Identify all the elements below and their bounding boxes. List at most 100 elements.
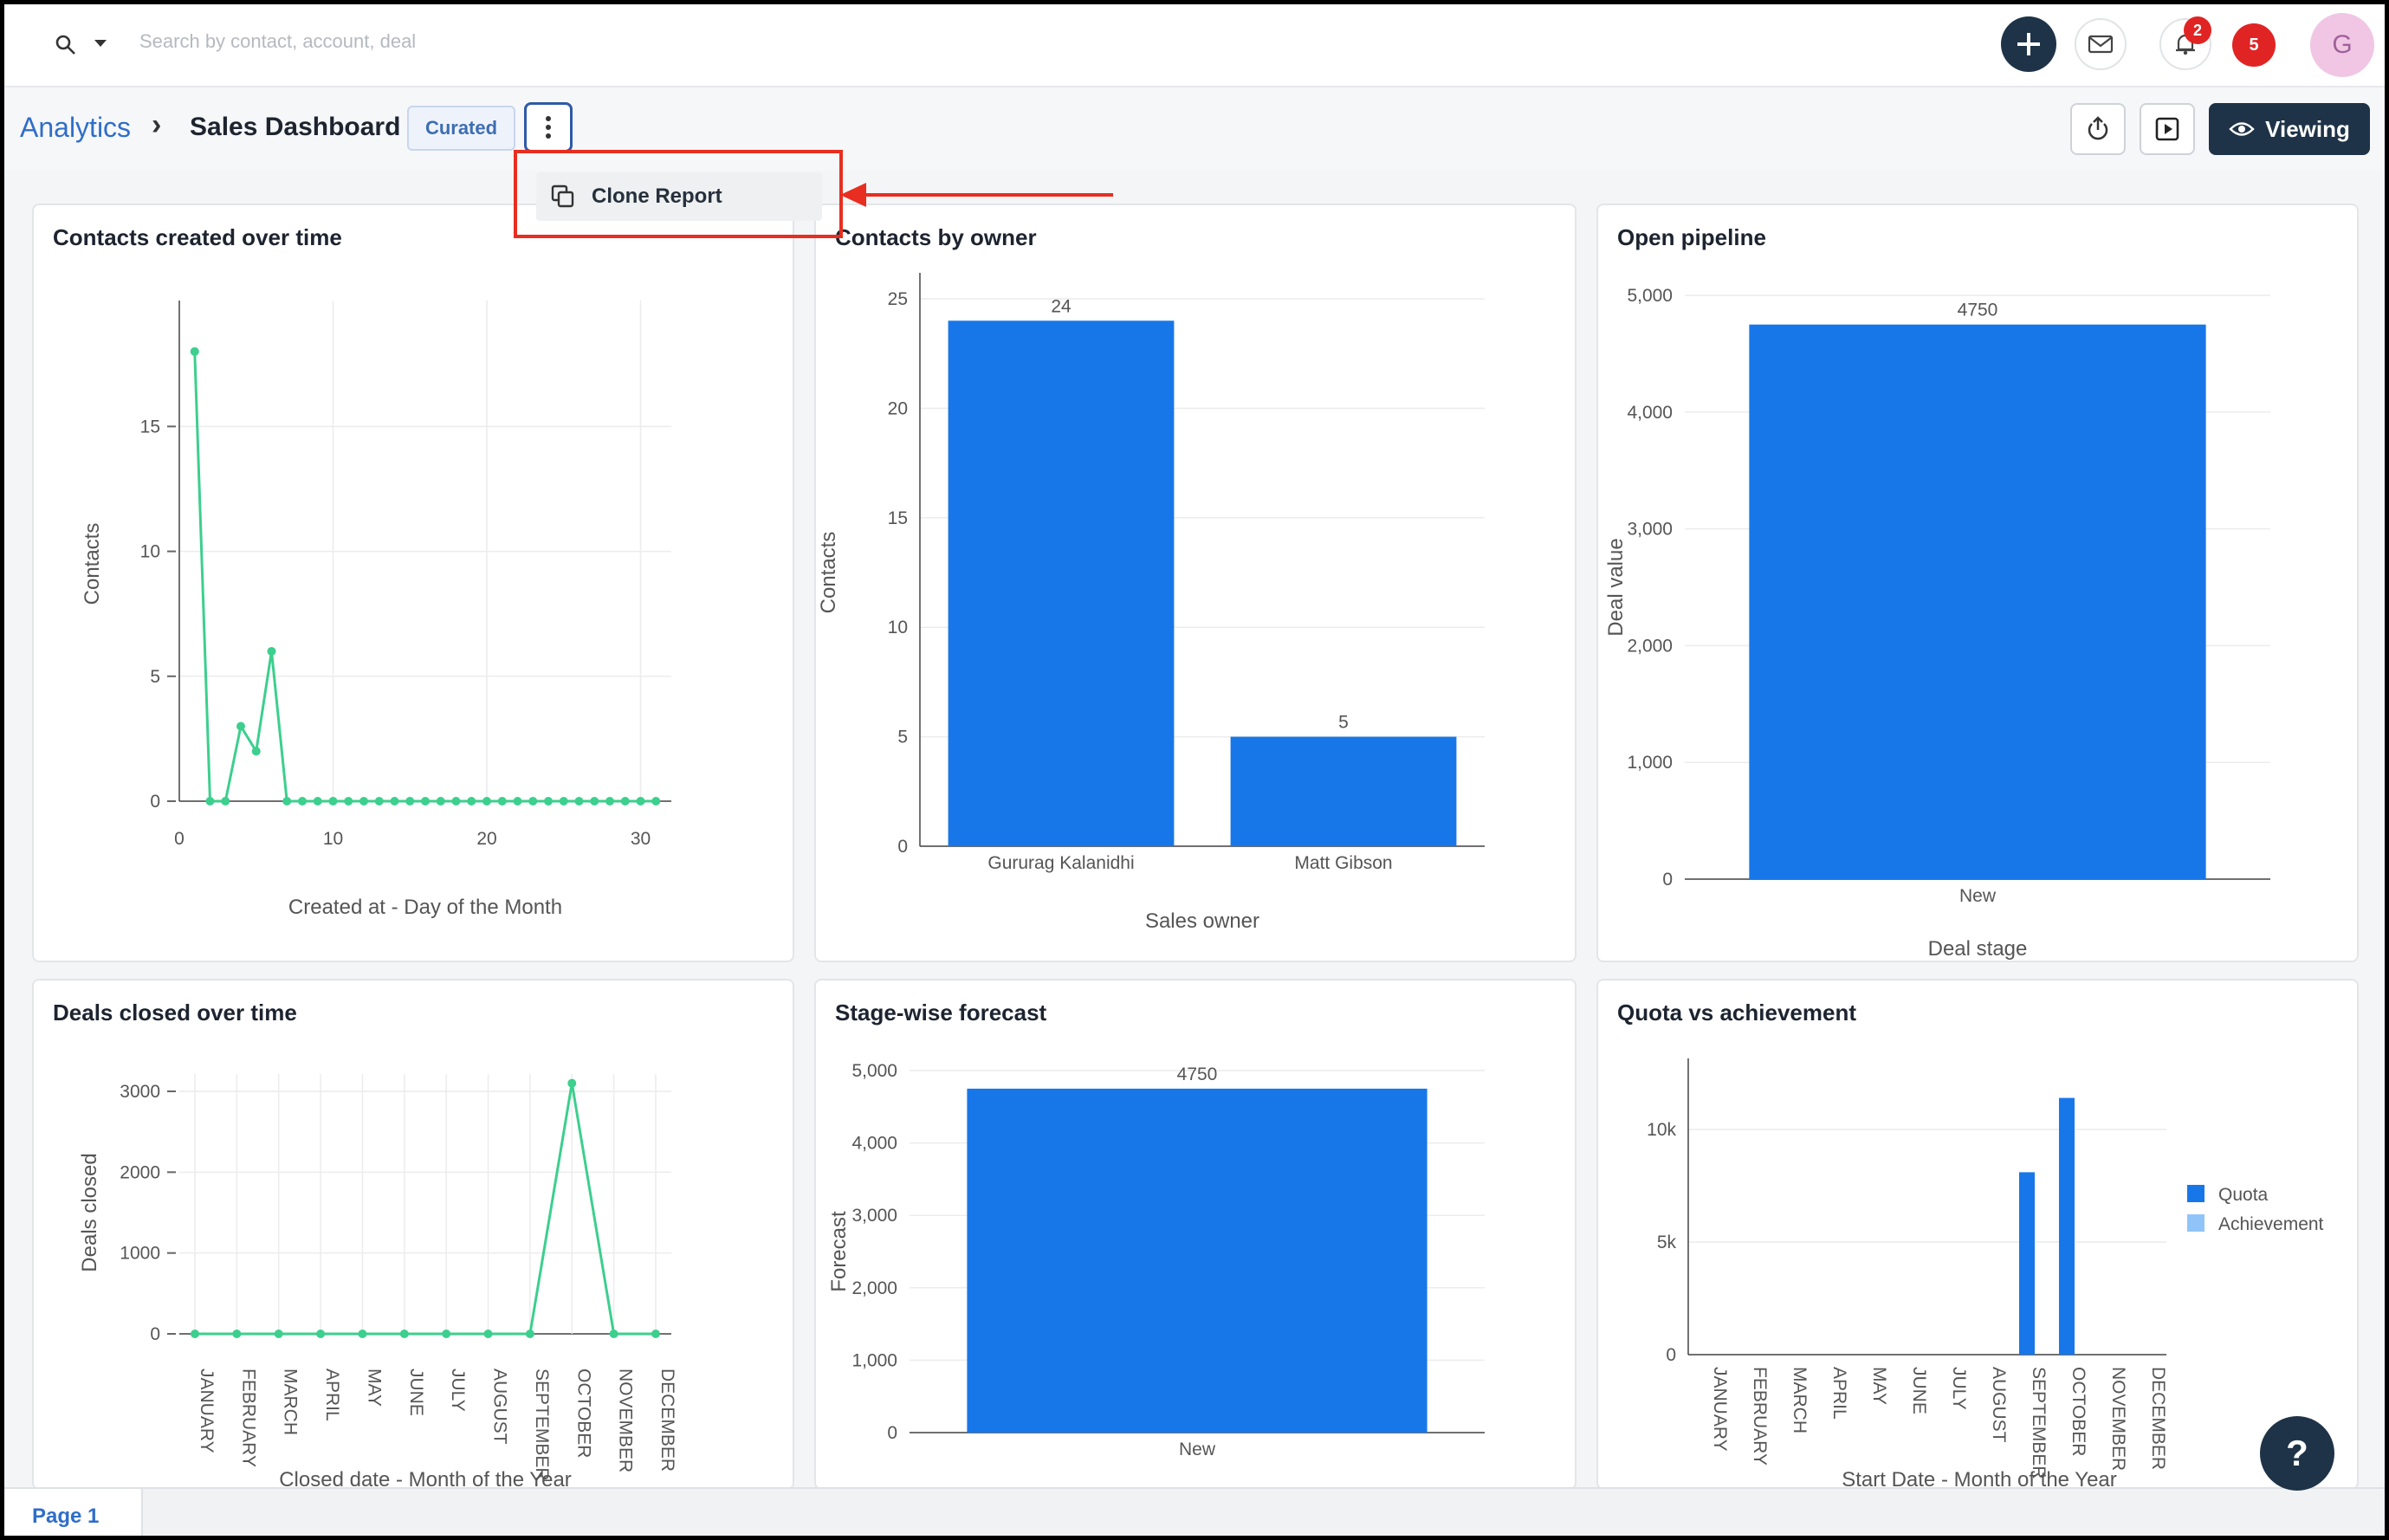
present-button[interactable] — [2140, 103, 2195, 155]
chevron-down-icon — [94, 40, 107, 47]
search-scope-dropdown[interactable] — [89, 32, 112, 55]
x-tick-label: JUNE — [1909, 1367, 1929, 1414]
y-axis-title: Deals closed — [78, 1153, 101, 1271]
x-tick-label: JANUARY — [1710, 1367, 1730, 1452]
y-axis-title: Contacts — [817, 532, 840, 614]
x-tick-label: OCTOBER — [2069, 1367, 2088, 1456]
y-tick-label: 4,000 — [1627, 403, 1673, 423]
data-point — [358, 1330, 367, 1338]
help-button[interactable]: ? — [2260, 1416, 2334, 1491]
data-point — [559, 797, 568, 806]
clone-report-label: Clone Report — [592, 184, 722, 208]
y-tick-label: 0 — [887, 1423, 897, 1443]
x-tick-label: 10 — [323, 829, 343, 849]
data-point — [442, 1330, 451, 1338]
copy-icon — [551, 184, 574, 208]
notifications-badge: 2 — [2184, 16, 2211, 44]
data-point — [251, 747, 261, 756]
y-tick-label: 0 — [897, 837, 908, 857]
chart-quota-vs-achievement: 0 5k 10k Quota Achievement JANUARY FEBRUARY MAR… — [1647, 1058, 2324, 1488]
y-tick-label: 2,000 — [851, 1278, 897, 1298]
data-point — [221, 797, 230, 806]
panel-open-pipeline: Open pipeline 0 1,000 2,000 3,000 4,000 5,000… — [1596, 204, 2359, 962]
y-tick-label: 5 — [150, 667, 160, 687]
clone-report-menu-item[interactable]: Clone Report — [536, 172, 822, 221]
x-tick-label: Matt Gibson — [1294, 853, 1392, 873]
y-tick-label: 1,000 — [1627, 753, 1673, 773]
legend-label: Achievement — [2218, 1214, 2324, 1234]
chart-contacts-by-owner: 0 5 10 15 20 25 Contacts Sales owner 24 Gururag K… — [817, 273, 1485, 933]
data-point — [298, 797, 307, 806]
y-tick-label: 15 — [888, 508, 908, 528]
x-axis-title: Sales owner — [1145, 909, 1259, 933]
viewing-label: Viewing — [2265, 115, 2350, 142]
data-point — [620, 797, 630, 806]
y-tick-label: 0 — [1662, 870, 1673, 890]
panel-title: Open pipeline — [1617, 224, 1766, 250]
more-options-button[interactable] — [524, 102, 573, 152]
viewing-mode-button[interactable]: Viewing — [2209, 103, 2370, 155]
data-point — [636, 797, 645, 806]
add-button[interactable] — [2001, 16, 2056, 72]
page-title: Sales Dashboard — [190, 113, 401, 141]
data-label: 4750 — [1177, 1064, 1218, 1084]
notifications-button[interactable]: 2 — [2159, 16, 2211, 70]
x-tick-label: MARCH — [1790, 1367, 1810, 1433]
data-point — [525, 1330, 534, 1338]
mail-button[interactable] — [2075, 18, 2127, 70]
x-tick-label: NOVEMBER — [2108, 1367, 2128, 1471]
chart-open-pipeline: 0 1,000 2,000 3,000 4,000 5,000 Deal value Deal… — [1604, 286, 2270, 961]
panel-title: Contacts by owner — [835, 224, 1037, 250]
x-tick-label: SEPTEMBER — [532, 1369, 552, 1481]
series-line — [193, 351, 657, 803]
tab-page-1[interactable]: Page 1 — [4, 1489, 143, 1536]
data-point — [236, 721, 245, 731]
data-label: 4750 — [1958, 301, 1998, 320]
data-point — [316, 1330, 326, 1338]
alerts-badge[interactable]: 5 — [2232, 23, 2276, 67]
data-point — [191, 1330, 199, 1338]
data-label: 5 — [1338, 713, 1349, 733]
data-point — [590, 797, 599, 806]
x-tick-label: FEBRUARY — [1750, 1367, 1770, 1466]
breadcrumb-analytics-link[interactable]: Analytics — [20, 112, 132, 143]
data-point — [190, 346, 199, 356]
x-tick-label: DECEMBER — [657, 1369, 677, 1472]
x-tick-label: New — [1179, 1440, 1216, 1459]
curated-badge: Curated — [407, 106, 515, 151]
eye-icon — [2229, 122, 2255, 136]
panel-title: Contacts created over time — [53, 224, 342, 250]
data-point — [436, 797, 445, 806]
panel-title: Deals closed over time — [53, 1000, 297, 1026]
breadcrumb-separator: › — [152, 108, 162, 141]
legend-swatch — [2187, 1185, 2204, 1202]
search-icon[interactable] — [51, 30, 81, 60]
y-tick-label: 10 — [140, 542, 160, 562]
x-tick-label: 30 — [631, 829, 651, 849]
data-point — [651, 797, 661, 806]
data-point — [528, 797, 538, 806]
bar — [2059, 1097, 2075, 1355]
x-tick-label: OCTOBER — [573, 1369, 593, 1458]
y-axis-title: Deal value — [1604, 538, 1628, 636]
x-tick-label: APRIL — [1829, 1367, 1849, 1420]
panel-title: Stage-wise forecast — [835, 1000, 1047, 1026]
data-point — [605, 797, 614, 806]
y-tick-label: 25 — [888, 289, 908, 309]
panel-stage-wise-forecast: Stage-wise forecast 0 1,000 2,000 3,000 4,00… — [814, 979, 1576, 1490]
x-tick-label: NOVEMBER — [616, 1369, 636, 1472]
x-tick-label: SEPTEMBER — [2029, 1367, 2049, 1479]
data-point — [574, 797, 584, 806]
data-point — [467, 797, 476, 806]
x-tick-label: JULY — [448, 1369, 468, 1412]
panel-contacts-by-owner: Contacts by owner 0 5 10 15 20 25 Contacts Sale… — [814, 204, 1576, 962]
play-icon — [2155, 117, 2179, 141]
avatar[interactable]: G — [2310, 13, 2374, 77]
y-tick-label: 5k — [1657, 1233, 1677, 1252]
share-button[interactable] — [2070, 103, 2126, 155]
x-tick-label: DECEMBER — [2148, 1367, 2168, 1470]
y-tick-label: 10k — [1647, 1120, 1676, 1140]
data-label: 24 — [1051, 296, 1071, 316]
search-input[interactable]: Search by contact, account, deal — [139, 30, 417, 52]
x-tick-label: FEBRUARY — [238, 1369, 258, 1467]
